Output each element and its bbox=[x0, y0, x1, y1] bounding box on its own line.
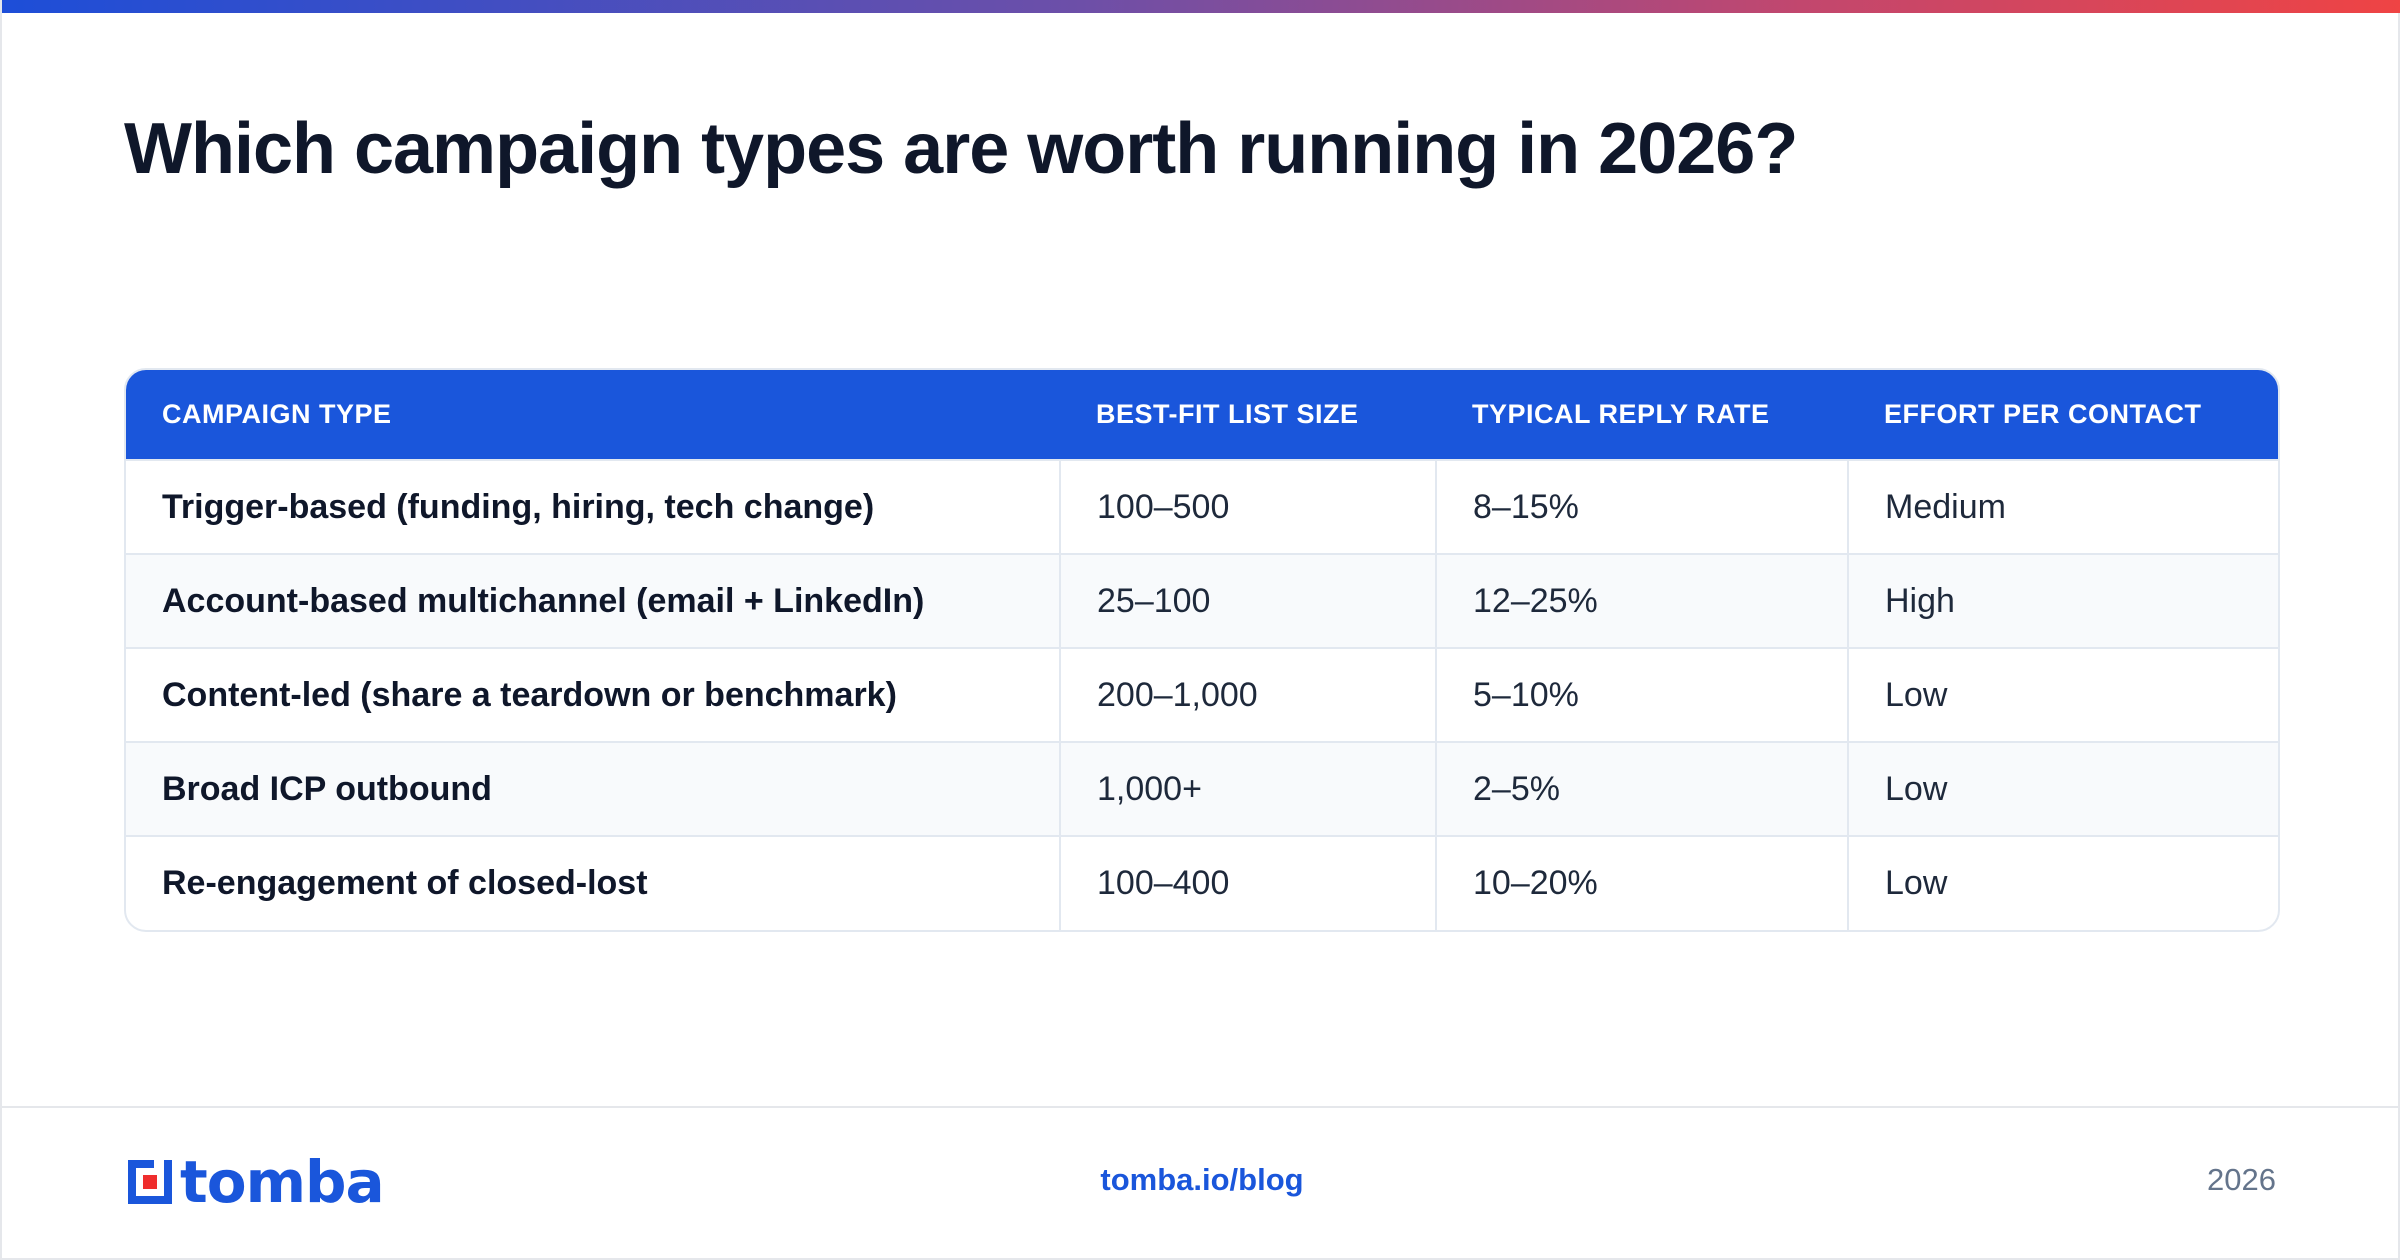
cell-reply-rate: 12–25% bbox=[1435, 554, 1848, 648]
blog-link[interactable]: tomba.io/blog bbox=[1100, 1162, 1304, 1197]
cell-list-size: 200–1,000 bbox=[1059, 648, 1436, 742]
cell-campaign-type: Broad ICP outbound bbox=[162, 769, 492, 808]
cell-list-size: 100–400 bbox=[1059, 836, 1436, 930]
cell-campaign-type: Account-based multichannel (email + Link… bbox=[162, 581, 925, 620]
cell-list-size: 25–100 bbox=[1059, 554, 1436, 648]
cell-list-size: 1,000+ bbox=[1059, 742, 1436, 836]
tomba-logo-icon bbox=[128, 1160, 172, 1204]
cell-reply-rate: 10–20% bbox=[1435, 836, 1848, 930]
footer-year: 2026 bbox=[2207, 1162, 2276, 1197]
cell-effort: Medium bbox=[1847, 460, 2278, 554]
header-campaign-type: CAMPAIGN TYPE bbox=[162, 399, 392, 429]
table-row: Re-engagement of closed-lost 100–400 10–… bbox=[126, 836, 2278, 930]
campaign-table-card: CAMPAIGN TYPE BEST-FIT LIST SIZE TYPICAL… bbox=[124, 368, 2280, 932]
cell-effort: Low bbox=[1847, 742, 2278, 836]
gradient-top-bar bbox=[2, 0, 2400, 13]
table-row: Broad ICP outbound 1,000+ 2–5% Low bbox=[126, 742, 2278, 836]
tomba-logo[interactable]: tomba bbox=[124, 1148, 385, 1216]
logo-text: tomba bbox=[180, 1148, 385, 1216]
header-reply-rate: TYPICAL REPLY RATE bbox=[1472, 399, 1770, 429]
cell-effort: Low bbox=[1847, 836, 2278, 930]
cell-campaign-type: Trigger-based (funding, hiring, tech cha… bbox=[162, 487, 875, 526]
table-row: Content-led (share a teardown or benchma… bbox=[126, 648, 2278, 742]
cell-reply-rate: 5–10% bbox=[1435, 648, 1848, 742]
cell-effort: High bbox=[1847, 554, 2278, 648]
cell-reply-rate: 2–5% bbox=[1435, 742, 1848, 836]
footer-divider bbox=[2, 1106, 2400, 1108]
table-header-row: CAMPAIGN TYPE BEST-FIT LIST SIZE TYPICAL… bbox=[126, 370, 2278, 460]
header-list-size: BEST-FIT LIST SIZE bbox=[1096, 399, 1359, 429]
header-effort: EFFORT PER CONTACT bbox=[1884, 399, 2202, 429]
cell-campaign-type: Content-led (share a teardown or benchma… bbox=[162, 675, 897, 714]
table-row: Account-based multichannel (email + Link… bbox=[126, 554, 2278, 648]
page-title: Which campaign types are worth running i… bbox=[124, 109, 1798, 189]
cell-reply-rate: 8–15% bbox=[1435, 460, 1848, 554]
cell-list-size: 100–500 bbox=[1059, 460, 1436, 554]
cell-effort: Low bbox=[1847, 648, 2278, 742]
campaign-table: CAMPAIGN TYPE BEST-FIT LIST SIZE TYPICAL… bbox=[126, 370, 2278, 930]
cell-campaign-type: Re-engagement of closed-lost bbox=[162, 864, 648, 902]
table-row: Trigger-based (funding, hiring, tech cha… bbox=[126, 460, 2278, 554]
